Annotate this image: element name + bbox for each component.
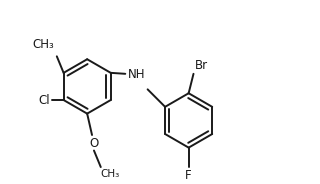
- Text: NH: NH: [128, 68, 146, 81]
- Text: O: O: [89, 137, 99, 150]
- Text: Cl: Cl: [38, 93, 50, 107]
- Text: CH₃: CH₃: [32, 38, 54, 52]
- Text: Br: Br: [195, 59, 208, 72]
- Text: F: F: [185, 169, 192, 182]
- Text: CH₃: CH₃: [101, 169, 120, 179]
